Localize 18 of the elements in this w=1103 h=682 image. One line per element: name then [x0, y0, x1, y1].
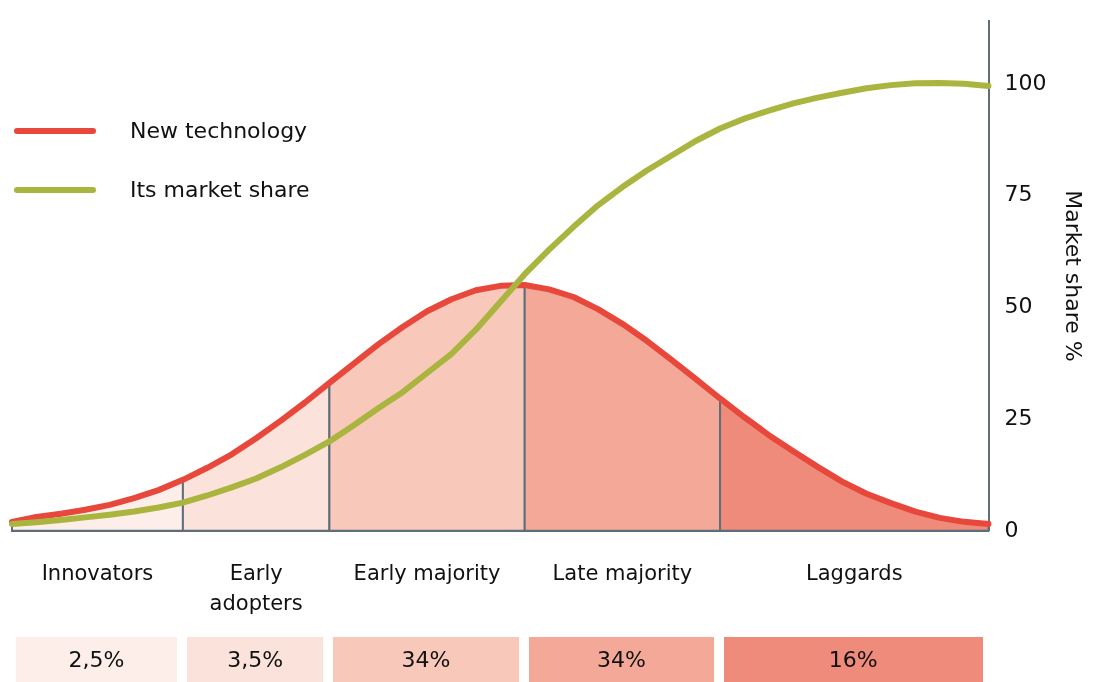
text: 3,5%: [186, 637, 324, 682]
text: 34%: [333, 637, 519, 682]
y-tick-label: 100: [1004, 69, 1047, 95]
y-tick-label: 0: [1004, 516, 1019, 542]
series-label: Innovators: [40, 560, 155, 587]
text: 16%: [724, 637, 983, 682]
y-tick-label: 75: [1004, 181, 1033, 207]
y-tick-label: 25: [1004, 404, 1033, 430]
text: 2,5%: [16, 637, 177, 682]
legend-label: Its market share: [130, 177, 310, 202]
text: 34%: [528, 637, 715, 682]
legend-label: New technology: [130, 118, 308, 143]
y-axis-title: Market share %: [1061, 190, 1087, 362]
y-tick-label: 50: [1004, 293, 1033, 319]
series-label: Early adopters: [208, 560, 304, 618]
series-label: Late majority: [551, 560, 694, 587]
series-label: Laggards: [805, 560, 904, 587]
series-label: Early majority: [352, 560, 502, 587]
